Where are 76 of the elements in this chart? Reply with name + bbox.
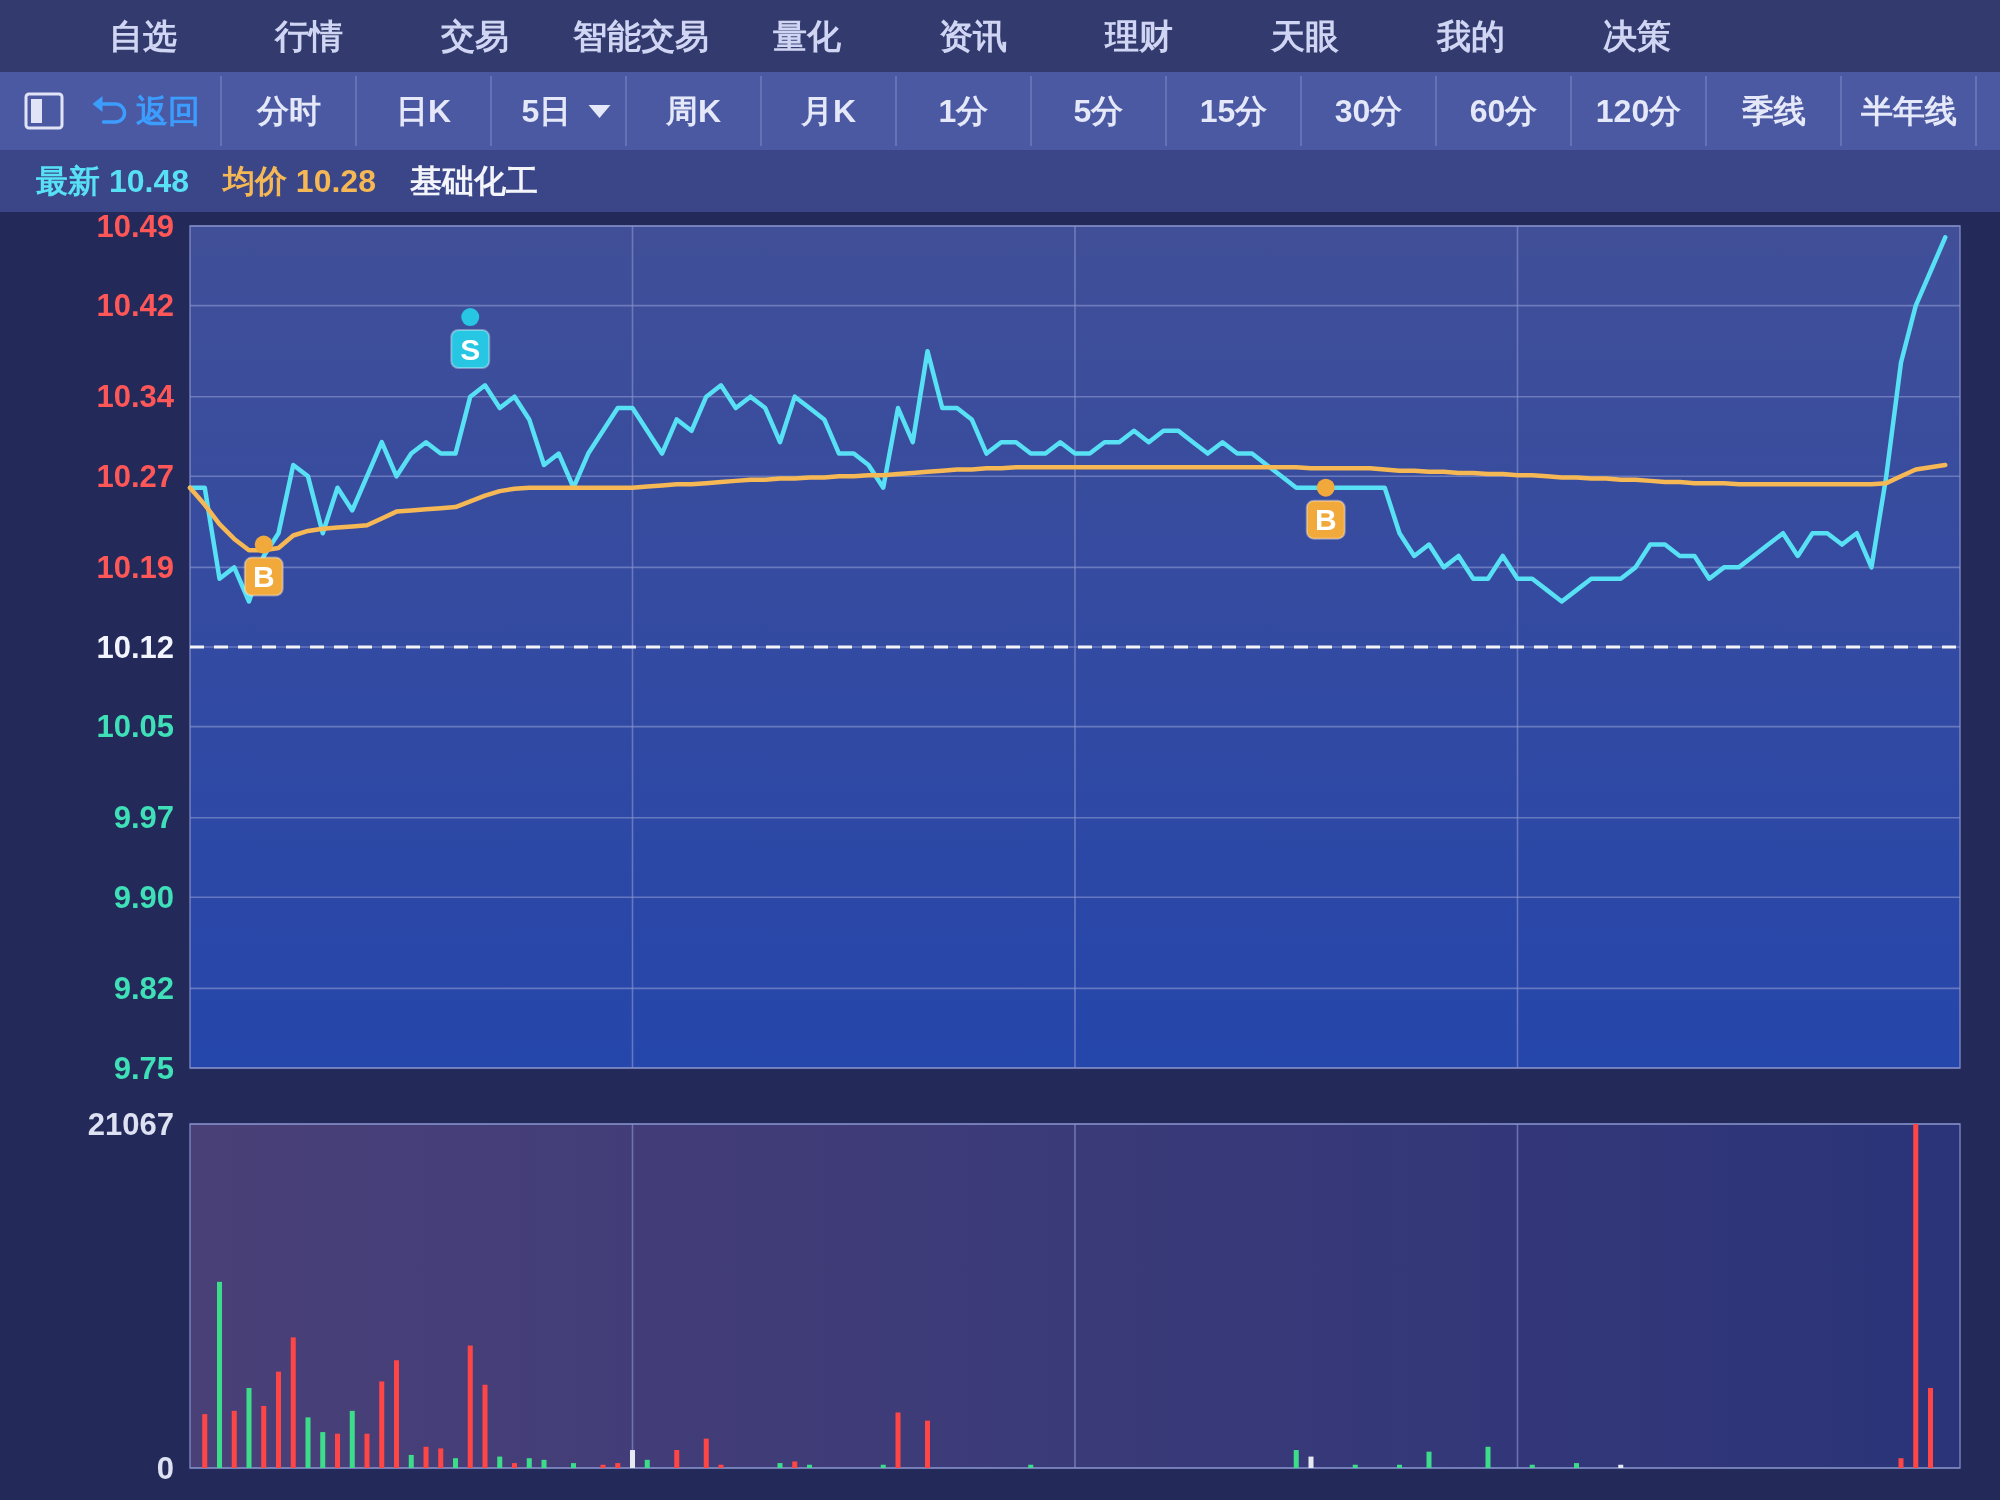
bar	[924, 1420, 931, 1468]
text: 自选 行情 交易 智能交易 量化 资讯 理财 天眼 我的 决策	[109, 17, 1671, 55]
bar	[541, 1459, 547, 1468]
bar	[467, 1345, 473, 1468]
y-tick-label: 9.82	[113, 970, 174, 1006]
bar	[1573, 1463, 1580, 1468]
point	[1316, 478, 1335, 497]
bar	[393, 1360, 400, 1468]
bar	[246, 1387, 252, 1468]
bar	[1028, 1464, 1034, 1468]
y-tick-label: 10.12	[96, 629, 174, 665]
bar	[1352, 1464, 1358, 1468]
bar	[364, 1433, 370, 1468]
bar	[349, 1410, 355, 1468]
bar	[275, 1371, 282, 1468]
y-tick-label: 9.90	[113, 879, 174, 915]
bar	[261, 1405, 267, 1468]
bar	[1898, 1458, 1904, 1468]
bar	[423, 1446, 429, 1468]
bar	[777, 1463, 783, 1468]
bar	[629, 1450, 636, 1468]
y-tick-label: 9.75	[113, 1050, 174, 1086]
bar	[408, 1454, 414, 1468]
bar	[644, 1459, 650, 1468]
data-label: B	[252, 560, 275, 594]
bar	[379, 1381, 385, 1468]
bar	[1396, 1464, 1403, 1468]
y-tick-label: 9.97	[113, 800, 174, 836]
bar	[290, 1337, 296, 1468]
bar	[806, 1464, 813, 1468]
text: 最新 10.48	[36, 163, 189, 199]
bar	[320, 1432, 326, 1468]
data-label: B	[1314, 503, 1337, 537]
line-series	[187, 462, 1948, 553]
bar	[438, 1448, 444, 1468]
bar	[452, 1458, 459, 1468]
bar	[497, 1456, 503, 1468]
y-tick-label: 21067	[87, 1106, 174, 1142]
bar	[305, 1417, 311, 1468]
bar	[1293, 1450, 1299, 1468]
text: 均价 10.28	[220, 163, 376, 199]
bar	[615, 1463, 621, 1468]
y-tick-label: 10.27	[96, 458, 174, 494]
point	[461, 308, 480, 327]
bar	[895, 1412, 901, 1468]
point	[254, 535, 273, 554]
bar	[1308, 1456, 1314, 1468]
bar	[1618, 1464, 1624, 1468]
text: 基础化工	[408, 163, 538, 199]
bar	[334, 1433, 341, 1468]
bar	[880, 1464, 886, 1468]
bar	[792, 1461, 798, 1468]
bar	[1913, 1124, 1919, 1468]
bar	[511, 1463, 518, 1468]
data-label: S	[460, 332, 481, 366]
bar	[526, 1458, 532, 1468]
text: 返回 分时 日K 5日 周K 月K 1分 5分 15分 30分 60分 120分 季线 半年线	[135, 93, 1957, 129]
bar	[600, 1464, 606, 1468]
bar	[703, 1438, 709, 1468]
bar	[674, 1450, 680, 1468]
bar	[1927, 1387, 1934, 1468]
bar	[482, 1384, 488, 1468]
y-tick-label: 10.34	[96, 379, 175, 415]
bar	[1485, 1446, 1491, 1468]
bar	[216, 1281, 223, 1468]
bar	[1529, 1464, 1535, 1468]
y-tick-label: 10.19	[96, 549, 174, 585]
bar	[202, 1414, 208, 1468]
bar	[570, 1463, 577, 1468]
y-tick-label: 10.49	[96, 208, 174, 244]
bar	[231, 1410, 237, 1468]
y-tick-label: 0	[156, 1450, 174, 1486]
y-tick-label: 10.05	[96, 709, 174, 745]
y-tick-label: 10.42	[96, 288, 174, 324]
bar	[718, 1464, 724, 1468]
bar	[1426, 1451, 1432, 1468]
